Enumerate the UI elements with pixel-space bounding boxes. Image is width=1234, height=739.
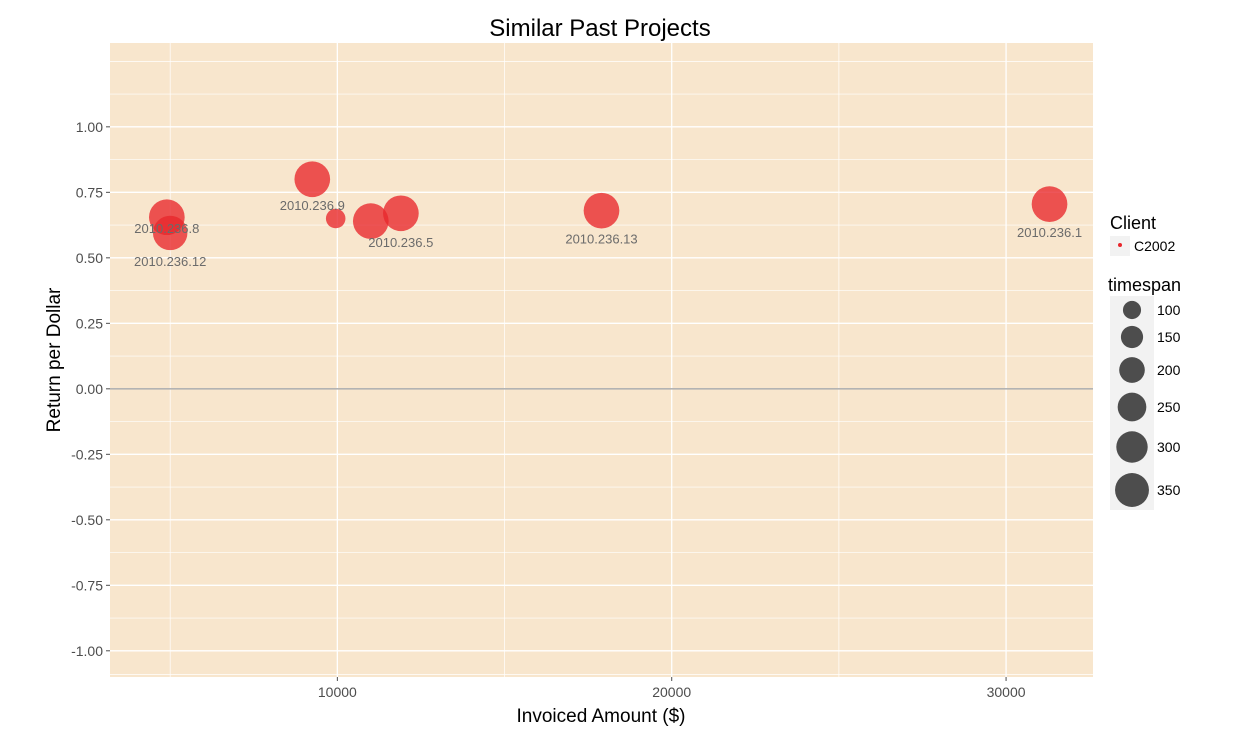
y-tick-label: -0.50 xyxy=(71,512,103,528)
y-tick-label: -0.25 xyxy=(71,446,103,462)
legend-size-key xyxy=(1122,300,1142,320)
x-axis: 10000 20000 30000 xyxy=(318,677,1026,700)
point-label: 2010.236.8 xyxy=(134,221,199,236)
legend-size-label: 100 xyxy=(1157,302,1181,318)
plot-panel xyxy=(110,43,1093,677)
data-point xyxy=(294,161,331,198)
legend: Client C2002 timespan 100 150 200 250 300 350 xyxy=(1108,213,1181,510)
x-tick-label: 10000 xyxy=(318,684,357,700)
data-point xyxy=(352,203,389,239)
data-point xyxy=(152,215,188,251)
point-label: 2010.236.5 xyxy=(368,235,433,250)
y-tick-label: 0.50 xyxy=(76,250,103,266)
point-label: 2010.236.12 xyxy=(134,254,206,269)
legend-client-key xyxy=(1118,243,1122,247)
x-tick-label: 20000 xyxy=(652,684,691,700)
legend-size-label: 300 xyxy=(1157,439,1181,455)
data-point xyxy=(325,208,346,229)
legend-client-label: C2002 xyxy=(1134,238,1175,254)
y-tick-label: 1.00 xyxy=(76,119,103,135)
data-point xyxy=(383,195,419,232)
legend-size-label: 350 xyxy=(1157,482,1181,498)
y-tick-label: 0.00 xyxy=(76,381,103,397)
legend-size-key xyxy=(1117,392,1147,422)
legend-size-label: 200 xyxy=(1157,362,1181,378)
legend-size-key xyxy=(1120,325,1144,349)
chart-title: Similar Past Projects xyxy=(489,15,710,42)
y-tick-label: 0.75 xyxy=(76,184,103,200)
x-axis-title: Invoiced Amount ($) xyxy=(517,706,686,727)
data-points xyxy=(149,161,1068,251)
point-label: 2010.236.9 xyxy=(280,198,345,213)
legend-size-key xyxy=(1119,357,1145,383)
point-label: 2010.236.13 xyxy=(565,232,637,247)
y-tick-label: -1.00 xyxy=(71,643,103,659)
x-tick-label: 30000 xyxy=(987,684,1026,700)
y-axis-title: Return per Dollar xyxy=(44,287,65,432)
data-point xyxy=(583,192,620,229)
legend-size-label: 150 xyxy=(1157,329,1181,345)
legend-size-title: timespan xyxy=(1108,275,1181,295)
gridlines xyxy=(110,43,1093,677)
legend-size-label: 250 xyxy=(1157,399,1181,415)
legend-size-key xyxy=(1115,473,1149,507)
data-point xyxy=(1031,186,1068,222)
y-tick-label: -0.75 xyxy=(71,577,103,593)
legend-size-key xyxy=(1116,431,1148,463)
point-labels: 2010.236.8 2010.236.12 2010.236.9 2010.236.… xyxy=(134,198,1082,269)
point-label: 2010.236.1 xyxy=(1017,225,1082,240)
y-axis: -1.00 -0.75 -0.50 -0.25 0.00 0.25 0.50 0.75 1.00 xyxy=(71,119,110,659)
legend-client-title: Client xyxy=(1110,213,1156,233)
legend-size-entries: 100 150 200 250 300 350 xyxy=(1115,300,1181,507)
y-tick-label: 0.25 xyxy=(76,315,103,331)
